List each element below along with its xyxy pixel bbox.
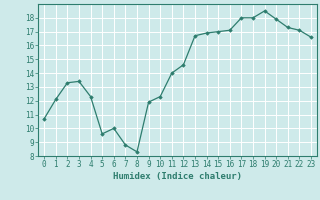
X-axis label: Humidex (Indice chaleur): Humidex (Indice chaleur) (113, 172, 242, 181)
